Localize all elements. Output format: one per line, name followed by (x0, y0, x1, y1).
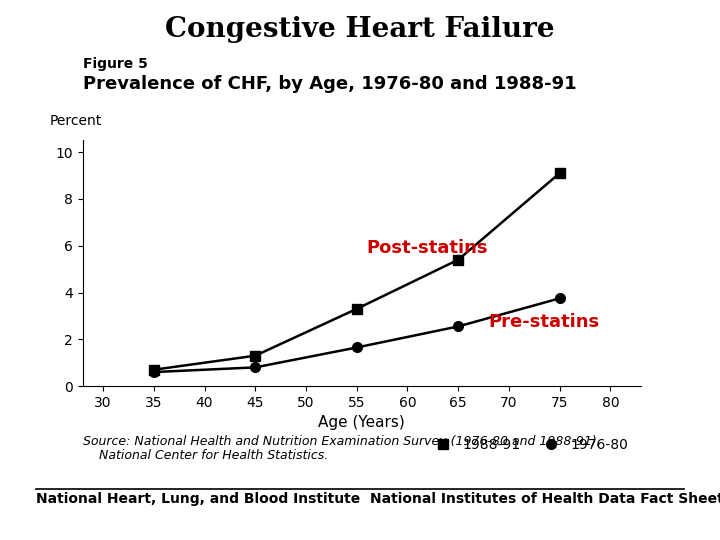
Text: Percent: Percent (49, 114, 102, 128)
1988-91 (352, 306, 361, 312)
Text: Pre-statins: Pre-statins (489, 313, 600, 330)
Text: National Center for Health Statistics.: National Center for Health Statistics. (83, 449, 328, 462)
1976-80 (454, 323, 462, 329)
Legend: 1988-91, 1976-80: 1988-91, 1976-80 (423, 433, 634, 458)
1988-91 (150, 367, 158, 373)
1988-91 (251, 353, 260, 359)
Text: Post-statins: Post-statins (367, 239, 488, 257)
Text: Figure 5: Figure 5 (83, 57, 148, 71)
Line: 1976-80: 1976-80 (149, 293, 564, 377)
X-axis label: Age (Years): Age (Years) (318, 415, 405, 430)
Line: 1988-91: 1988-91 (149, 168, 564, 375)
1976-80 (555, 295, 564, 301)
1976-80 (352, 345, 361, 351)
Text: Prevalence of CHF, by Age, 1976-80 and 1988-91: Prevalence of CHF, by Age, 1976-80 and 1… (83, 75, 577, 92)
1976-80 (150, 369, 158, 375)
Text: Source: National Health and Nutrition Examination Survey (1976-80 and 1988-91),: Source: National Health and Nutrition Ex… (83, 435, 600, 448)
1988-91 (454, 256, 462, 263)
Text: National Heart, Lung, and Blood Institute  National Institutes of Health Data Fa: National Heart, Lung, and Blood Institut… (36, 492, 720, 507)
1988-91 (555, 170, 564, 177)
1976-80 (251, 364, 260, 370)
Text: Congestive Heart Failure: Congestive Heart Failure (165, 16, 555, 43)
